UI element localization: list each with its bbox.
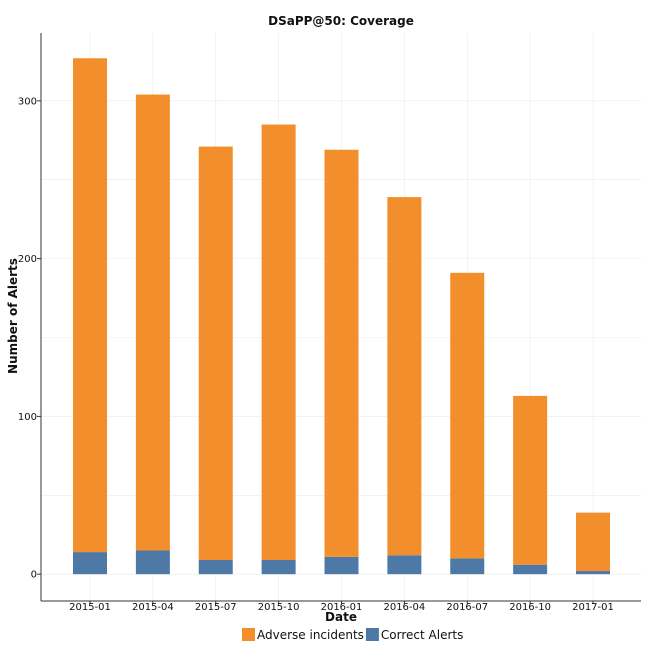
- bar-correct-alerts-2015-10: [261, 559, 296, 575]
- x-tick-label: 2015-01: [69, 602, 111, 613]
- y-tick-label: 100: [18, 412, 37, 423]
- x-tick-label: 2015-10: [258, 602, 300, 613]
- bar-correct-alerts-2016-01: [324, 556, 359, 575]
- bar-correct-alerts-2015-01: [73, 552, 107, 575]
- bar-adverse-incidents-2015-04: [135, 94, 170, 551]
- y-tick-label: 300: [18, 96, 37, 107]
- bar-adverse-incidents-2015-10: [261, 124, 296, 560]
- legend-swatch: [365, 628, 379, 641]
- legend-label: Adverse incidents: [257, 628, 364, 642]
- x-tick-label: 2015-04: [132, 602, 174, 613]
- bar-adverse-incidents-2015-01: [73, 58, 107, 553]
- x-axis-title: Date: [325, 610, 357, 624]
- bar-adverse-incidents-2015-07: [198, 146, 233, 560]
- bar-correct-alerts-2015-04: [135, 550, 170, 575]
- y-tick-label: 200: [18, 254, 37, 265]
- legend: Adverse incidents Correct Alerts: [242, 628, 463, 642]
- bar-correct-alerts-2015-07: [198, 559, 233, 575]
- x-tick-label: 2016-07: [446, 602, 488, 613]
- x-tick-label: 2017-01: [572, 602, 614, 613]
- bar-adverse-incidents-2016-01: [324, 149, 359, 557]
- legend-label: Correct Alerts: [381, 628, 463, 642]
- legend-swatch: [242, 628, 255, 641]
- y-axis-title: Number of Alerts: [6, 258, 20, 374]
- bar-adverse-incidents-2016-04: [387, 197, 422, 556]
- chart-title: DSaPP@50: Coverage: [268, 14, 414, 28]
- y-tick-label: 0: [31, 570, 37, 581]
- bar-adverse-incidents-2017-01: [576, 512, 610, 572]
- bar-adverse-incidents-2016-07: [450, 272, 485, 559]
- x-tick-label: 2016-10: [509, 602, 551, 613]
- bar-adverse-incidents-2016-10: [513, 395, 548, 565]
- ticks-layer: 0 100 200 300 2015-01 2015-04 2015-07 2015-10 20…: [18, 96, 614, 613]
- bars-layer: [73, 58, 610, 575]
- x-tick-label: 2016-04: [383, 602, 425, 613]
- bar-correct-alerts-2016-07: [450, 558, 485, 575]
- x-tick-label: 2015-07: [195, 602, 237, 613]
- bar-correct-alerts-2016-04: [387, 555, 422, 575]
- bar-correct-alerts-2017-01: [576, 571, 610, 575]
- bar-correct-alerts-2016-10: [513, 564, 548, 575]
- x-tick-label: 2016-01: [321, 602, 363, 613]
